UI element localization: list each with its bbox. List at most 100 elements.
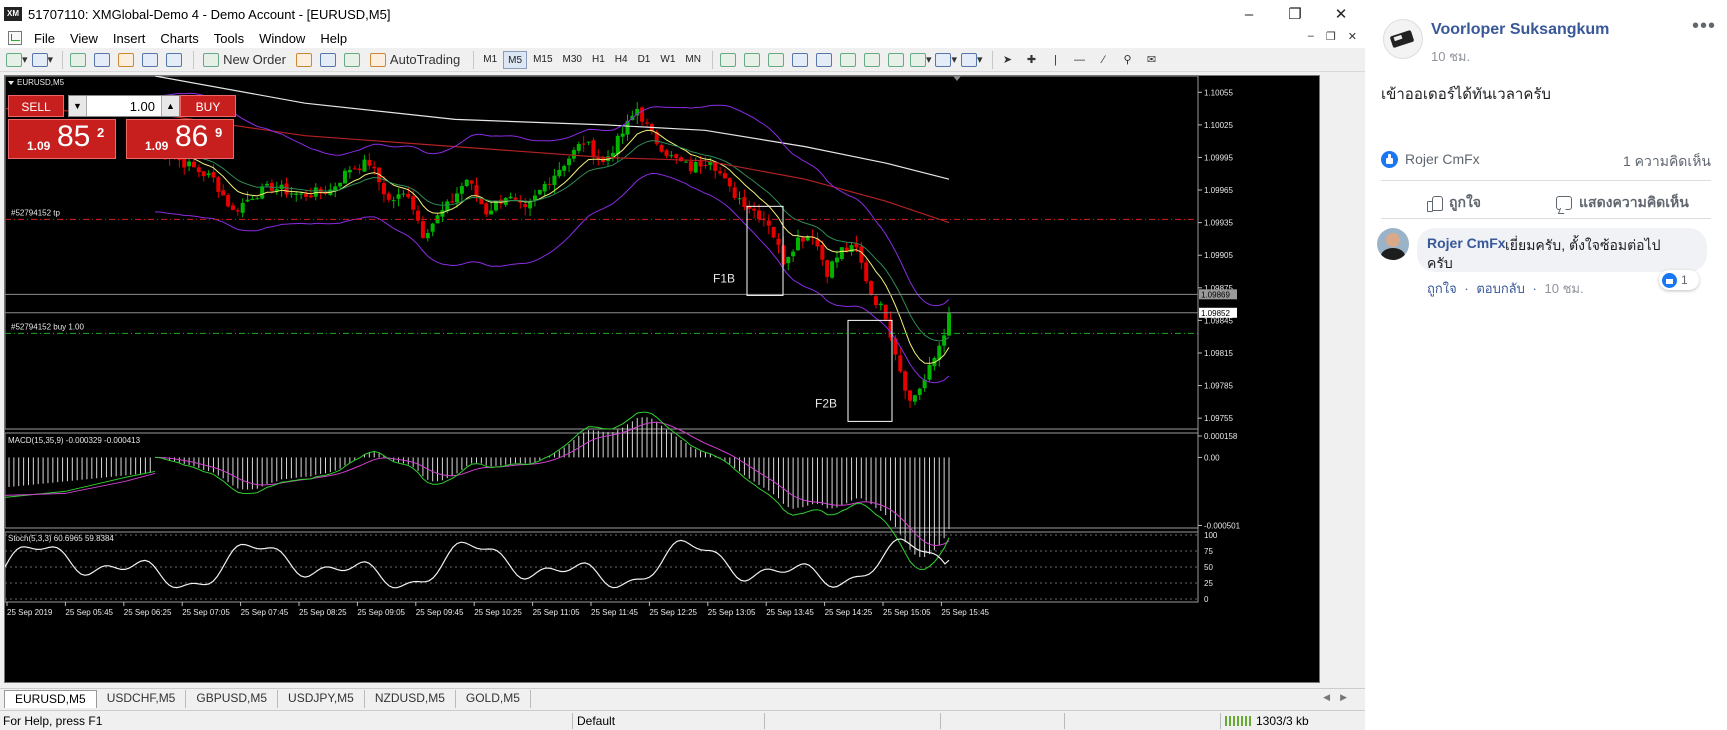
post-author[interactable]: Voorloper Suksangkum <box>1431 21 1610 38</box>
market-watch-button[interactable] <box>68 50 88 70</box>
dot-separator: · <box>1464 281 1469 296</box>
menu-window[interactable]: Window <box>259 30 306 46</box>
timeframe-m15[interactable]: M15 <box>533 53 553 65</box>
navigator-button[interactable] <box>116 50 136 70</box>
chart-area[interactable]: 1.10055 1.10025 1.09995 1.09965 1.09935 1.099… <box>4 75 1320 683</box>
lot-size-field[interactable]: ▼ 1.00 ▲ <box>68 95 180 117</box>
candle-body <box>508 196 513 199</box>
comment-reaction-badge[interactable]: 1 <box>1659 270 1699 290</box>
tile-windows-button[interactable] <box>838 50 858 70</box>
new-chart-button[interactable]: ▾ <box>6 50 28 70</box>
mdi-close-icon[interactable]: ✕ <box>1347 31 1357 43</box>
timeframe-d1[interactable]: D1 <box>637 53 651 65</box>
menu-bar: File View Insert Charts Tools Window Hel… <box>0 28 1365 48</box>
auto-scroll-button[interactable] <box>862 50 882 70</box>
buy-button[interactable]: BUY <box>180 95 236 117</box>
terminal-button[interactable] <box>140 50 160 70</box>
commenter-avatar[interactable] <box>1377 228 1409 260</box>
comment-time[interactable]: 10 ชม. <box>1544 281 1584 296</box>
data-window-button[interactable] <box>92 50 112 70</box>
timeframe-mn[interactable]: MN <box>685 53 701 65</box>
crosshair-button[interactable]: ✚ <box>1026 54 1037 66</box>
autotrading-button[interactable]: AutoTrading <box>366 50 464 70</box>
lot-size-value[interactable]: 1.00 <box>129 98 155 114</box>
menu-charts[interactable]: Charts <box>160 30 199 46</box>
comment-author[interactable]: Rojer CmFx <box>1427 235 1506 251</box>
candlestick-button[interactable] <box>742 50 762 70</box>
menu-help[interactable]: Help <box>320 30 348 46</box>
candle-body <box>230 205 235 210</box>
chat-button[interactable]: ✉ <box>1146 54 1157 66</box>
search-button[interactable]: ⚲ <box>1123 54 1132 66</box>
timeframe-w1[interactable]: W1 <box>660 53 676 65</box>
more-options-icon[interactable]: ••• <box>1692 15 1717 37</box>
tab-scroll-arrows-icon[interactable]: ◀▶ <box>1323 692 1357 702</box>
indicators-button[interactable]: ▾ <box>909 50 931 70</box>
market-button[interactable] <box>342 50 362 70</box>
line-chart-button[interactable] <box>766 50 786 70</box>
sell-price-box[interactable]: 1.09 85 2 <box>8 119 116 159</box>
reaction-names[interactable]: Rojer CmFx <box>1405 151 1480 167</box>
timeframe-h4[interactable]: H4 <box>614 53 628 65</box>
mdi-restore-icon[interactable]: ❐ <box>1325 31 1336 43</box>
horizontal-line-button[interactable]: — <box>1074 53 1086 66</box>
timeframe-m1[interactable]: M1 <box>483 53 498 65</box>
candle-body <box>469 180 474 184</box>
lot-decrease-icon[interactable]: ▼ <box>69 96 87 116</box>
price-chart[interactable]: 1.100551.100251.099951.099651.099351.099… <box>5 76 1321 684</box>
tester-button[interactable] <box>164 50 184 70</box>
bid-price-tag <box>1199 307 1237 318</box>
tab-usdchf[interactable]: USDCHF,M5 <box>97 690 187 708</box>
tab-usdjpy[interactable]: USDJPY,M5 <box>278 690 365 708</box>
timeframe-m5[interactable]: M5 <box>503 50 528 69</box>
zoom-out-button[interactable] <box>814 50 834 70</box>
minimize-button[interactable]: – <box>1244 5 1254 23</box>
bar-chart-button[interactable] <box>718 50 738 70</box>
timeframe-m30[interactable]: M30 <box>562 53 582 65</box>
candle-body <box>903 371 908 391</box>
tab-gold[interactable]: GOLD,M5 <box>456 690 531 708</box>
comment-reply-link[interactable]: ตอบกลับ <box>1476 281 1525 296</box>
candle-body <box>372 166 377 169</box>
cursor-button[interactable]: ➤ <box>1002 54 1013 66</box>
maximize-button[interactable]: ❐ <box>1288 6 1302 23</box>
mdi-minimize-icon[interactable]: – <box>1307 30 1314 42</box>
timeframe-h1[interactable]: H1 <box>591 53 605 65</box>
author-avatar[interactable] <box>1383 19 1423 59</box>
zoom-in-button[interactable] <box>790 50 810 70</box>
menu-file[interactable]: File <box>34 30 55 46</box>
new-order-button[interactable]: New Order <box>199 50 290 70</box>
candle-body <box>776 238 781 245</box>
post-time[interactable]: 10 ชม. <box>1431 49 1471 64</box>
menu-insert[interactable]: Insert <box>112 30 146 46</box>
candle-body <box>420 221 425 238</box>
templates-button[interactable]: ▾ <box>961 50 983 70</box>
tab-eurusd[interactable]: EURUSD,M5 <box>4 690 97 708</box>
meta-editor-button[interactable] <box>294 50 314 70</box>
tab-nzdusd[interactable]: NZDUSD,M5 <box>365 690 456 708</box>
chart-shift-button[interactable] <box>886 50 906 70</box>
vertical-line-button[interactable]: | <box>1054 53 1057 66</box>
menu-view[interactable]: View <box>69 30 98 46</box>
tab-gbpusd[interactable]: GBPUSD,M5 <box>186 690 279 708</box>
candle-body <box>912 395 917 402</box>
chart-window-icon[interactable] <box>8 31 22 45</box>
buy-price-box[interactable]: 1.09 86 9 <box>126 119 234 159</box>
toolbar-separator <box>193 50 195 69</box>
signals-button[interactable] <box>318 50 338 70</box>
close-button[interactable]: ✕ <box>1334 6 1348 23</box>
time-tick-label: 25 Sep 08:25 <box>299 608 347 617</box>
sell-button[interactable]: SELL <box>8 95 64 117</box>
periods-button[interactable]: ▾ <box>935 50 957 70</box>
comment-like-link[interactable]: ถูกใจ <box>1427 281 1457 296</box>
comment-button[interactable]: แสดงความคิดเห็น <box>1556 192 1689 214</box>
status-profile: Default <box>577 714 616 728</box>
profiles-button[interactable]: ▾ <box>31 50 53 70</box>
bid-price-label: 1.09852 <box>1201 309 1230 318</box>
lot-increase-icon[interactable]: ▲ <box>161 96 179 116</box>
like-button[interactable]: ถูกใจ <box>1427 192 1481 214</box>
menu-tools[interactable]: Tools <box>213 30 245 46</box>
dot-separator: · <box>1532 281 1537 296</box>
comment-count[interactable]: 1 ความคิดเห็น <box>1622 153 1711 169</box>
trendline-button[interactable]: ∕ <box>1102 53 1105 66</box>
